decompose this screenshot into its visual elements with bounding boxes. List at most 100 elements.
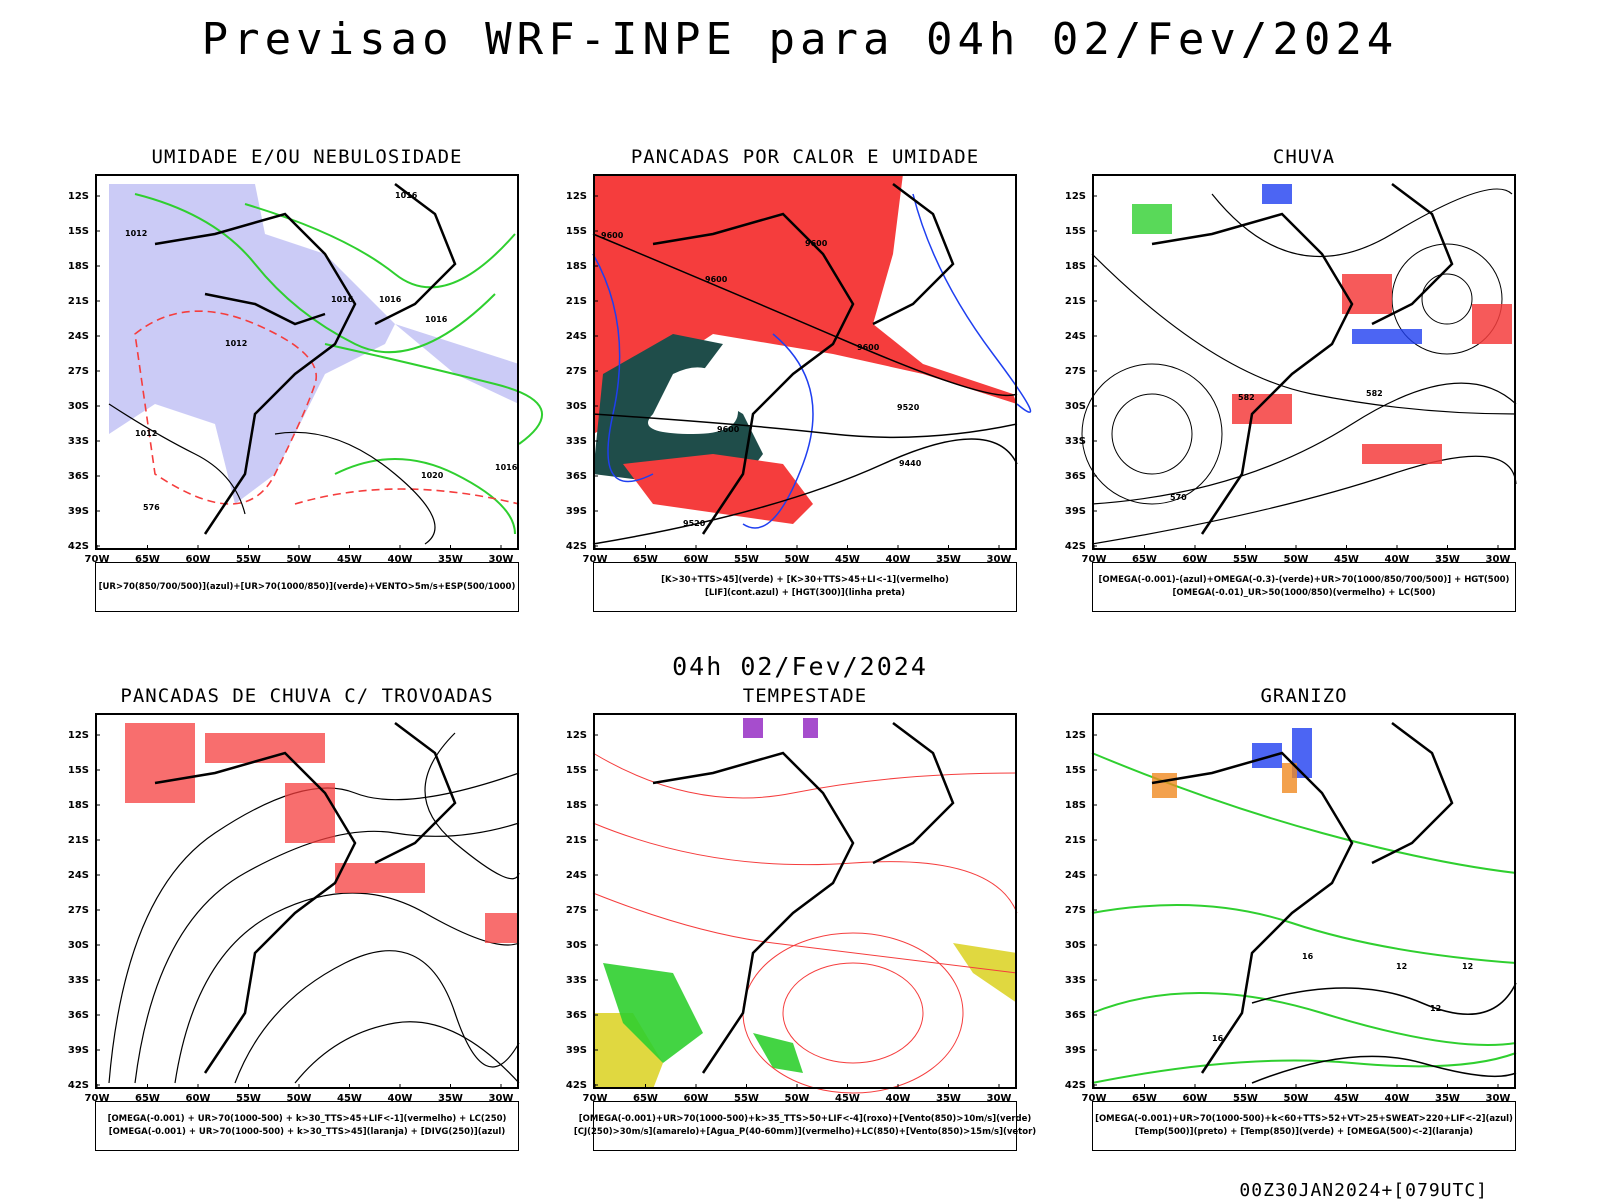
lif-contour-blue xyxy=(742,333,814,529)
map-frame xyxy=(1092,713,1516,1089)
map-frame xyxy=(95,713,519,1089)
temp500-contour xyxy=(1251,1055,1517,1084)
coastline xyxy=(374,722,457,865)
contour-label: 1016 xyxy=(379,295,402,304)
lat-tick-label: 27S xyxy=(566,905,587,916)
red-dashed-contour xyxy=(134,310,317,505)
red-dashed-contour xyxy=(294,488,520,505)
rain-area-blue xyxy=(1262,184,1292,204)
lat-tick-label: 42S xyxy=(1065,541,1086,552)
lat-tick-label: 42S xyxy=(1065,1080,1086,1091)
contour-label: 582 xyxy=(1366,389,1383,398)
streamline xyxy=(174,892,520,1084)
lat-tick-label: 36S xyxy=(1065,471,1086,482)
contour-label: 9520 xyxy=(683,519,706,528)
lat-tick-label: 24S xyxy=(1065,870,1086,881)
map-granizo: 12 12 12 16 16 12S 15S 18S 21S 24S 27S 30S 33S 3… xyxy=(1065,713,1517,1104)
lat-tick-label: 30S xyxy=(566,940,587,951)
panel-chuva: CHUVA 582 582 570 12S 15S 18S 21S 24S 27S 30S 3… xyxy=(1065,146,1517,616)
lon-tick-label: 55W xyxy=(1233,1093,1258,1104)
lon-tick-label: 70W xyxy=(85,554,110,565)
pressure-center-contour xyxy=(1111,393,1193,475)
legend-box: [UR>70(850/700/500)](azul)+[UR>70(1000/8… xyxy=(95,562,519,612)
jet-area-yellow xyxy=(953,943,1017,1003)
contour-label: 12 xyxy=(1430,1004,1441,1013)
lat-tick-label: 30S xyxy=(1065,401,1086,412)
lon-tick-label: 60W xyxy=(186,554,211,565)
lat-tick-label: 42S xyxy=(68,541,89,552)
lat-tick-label: 33S xyxy=(566,975,587,986)
lon-tick-label: 70W xyxy=(1082,1093,1107,1104)
green-contour xyxy=(244,203,516,289)
green-contour xyxy=(324,343,544,445)
lat-tick-label: 27S xyxy=(68,905,89,916)
lat-tick-label: 39S xyxy=(566,506,587,517)
panel-title: UMIDADE E/OU NEBULOSIDADE xyxy=(151,146,463,168)
map-chuva: 582 582 570 12S 15S 18S 21S 24S 27S 30S 33S 36S 3… xyxy=(1065,174,1517,565)
contour-label: 12 xyxy=(1396,962,1407,971)
contour-label: 1012 xyxy=(135,429,157,438)
legend-box: [OMEGA(-0.001)-(azul)+OMEGA(-0.3)-(verde… xyxy=(1092,562,1516,612)
coastline xyxy=(872,183,955,326)
lat-tick-label: 21S xyxy=(1065,835,1086,846)
rain-area-red xyxy=(1472,304,1512,344)
lon-tick-label: 45W xyxy=(835,554,860,565)
coastline xyxy=(154,751,357,1074)
lat-tick-label: 18S xyxy=(566,800,587,811)
contour-label: 576 xyxy=(143,503,160,512)
black-contour xyxy=(274,431,436,545)
lat-tick-label: 24S xyxy=(566,870,587,881)
contour-label: 1016 xyxy=(395,191,418,200)
legend-line: [OMEGA(-0.001)-(azul)+OMEGA(-0.3)-(verde… xyxy=(1098,575,1510,585)
green-contour xyxy=(334,458,516,535)
legend-line: [OMEGA(-0.001) + UR>70(1000-500) + k>30_… xyxy=(108,1127,506,1137)
contour-label: 570 xyxy=(1170,493,1187,502)
lon-tick-label: 65W xyxy=(633,1093,658,1104)
lon-tick-label: 60W xyxy=(186,1093,211,1104)
wind-area-green xyxy=(753,1033,803,1073)
lon-tick-label: 45W xyxy=(1334,1093,1359,1104)
wind-area-green xyxy=(603,963,703,1063)
coastline xyxy=(652,751,855,1074)
legend-line: [CJ(250)>30m/s](amarelo)+[Agua_P(40-60mm… xyxy=(573,1127,1037,1137)
lon-tick-label: 35W xyxy=(438,1093,463,1104)
lon-tick-label: 60W xyxy=(684,554,709,565)
map-trovoadas: 12S 15S 18S 21S 24S 27S 30S 33S 36S 39S 42S 70W 65W 6… xyxy=(68,713,520,1104)
lon-tick-label: 40W xyxy=(886,1093,911,1104)
temp850-contour xyxy=(1091,1052,1517,1084)
hgt-contour xyxy=(592,233,1018,397)
lat-tick-label: 36S xyxy=(68,1010,89,1021)
contour-label: 16 xyxy=(1212,1034,1224,1043)
contour-label: 1020 xyxy=(421,471,444,480)
rain-area-blue xyxy=(1352,329,1422,344)
lon-tick-label: 65W xyxy=(1132,1093,1157,1104)
forecast-time-label: 04h 02/Fev/2024 xyxy=(672,652,928,681)
contour-label: 1012 xyxy=(225,339,247,348)
lc-contour xyxy=(782,962,924,1064)
lat-tick-label: 39S xyxy=(68,1045,89,1056)
lat-tick-label: 24S xyxy=(68,870,89,881)
contour-label: 12 xyxy=(1462,962,1473,971)
contour-label: 582 xyxy=(1238,393,1255,402)
lc-contour xyxy=(592,822,1018,914)
lat-tick-label: 18S xyxy=(566,261,587,272)
lat-tick-label: 21S xyxy=(68,835,89,846)
lon-tick-label: 70W xyxy=(85,1093,110,1104)
lat-tick-label: 30S xyxy=(68,401,89,412)
lat-tick-label: 33S xyxy=(68,975,89,986)
contour-label: 1016 xyxy=(425,315,448,324)
map-frame xyxy=(95,174,519,550)
lat-tick-label: 33S xyxy=(1065,975,1086,986)
legend-line: [Temp(500)](preto) + [Temp(850)](verde) … xyxy=(1134,1127,1474,1137)
panel-title: TEMPESTADE xyxy=(742,685,868,707)
lon-tick-label: 50W xyxy=(287,554,312,565)
lat-tick-label: 12S xyxy=(566,730,587,741)
lat-tick-label: 39S xyxy=(1065,1045,1086,1056)
storm-area-red xyxy=(285,783,335,843)
legend-line: [OMEGA(-0.001)+UR>70(1000-500)+k<60+TTS>… xyxy=(1095,1114,1513,1124)
lat-tick-label: 27S xyxy=(1065,366,1086,377)
contour-label: 9600 xyxy=(717,425,740,434)
stable-area xyxy=(648,367,738,434)
map-umidade: 1016 1012 1016 1016 1012 1016 1012 1020 … xyxy=(68,174,544,565)
lon-tick-label: 50W xyxy=(785,1093,810,1104)
